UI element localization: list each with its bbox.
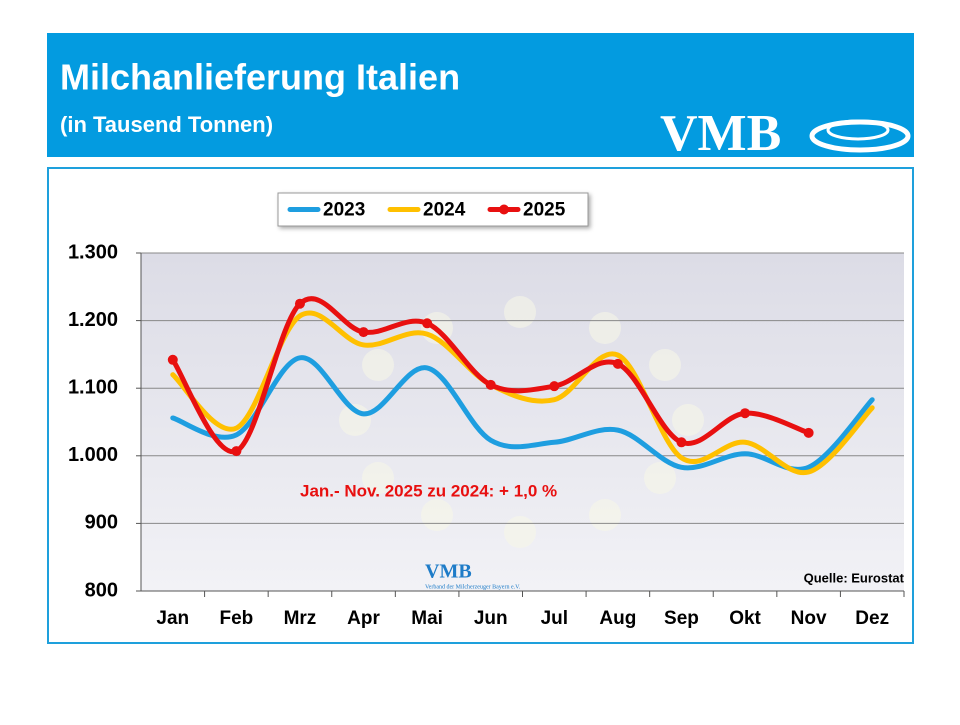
logo-swoosh [826,119,890,141]
x-tick-label: Mrz [284,608,317,629]
chart-subtitle: (in Tausend Tonnen) [60,112,273,137]
chart-title: Milchanlieferung Italien [60,57,460,98]
x-tick-label: Mai [411,608,443,629]
series-line [170,355,875,472]
series-marker [358,327,369,338]
x-tick-label: Apr [347,608,380,629]
series-line [170,296,812,455]
y-tick-label: 900 [85,512,118,534]
series-marker [422,318,433,329]
legend-label: 2025 [523,200,566,221]
y-tick-label: 1.300 [68,241,118,263]
x-tick-label: Nov [791,608,827,629]
x-tick-label: Sep [664,608,699,629]
x-tick-label: Jun [474,608,508,629]
annotation: Jan.- Nov. 2025 zu 2024: + 1,0 % [300,481,557,500]
x-tick-label: Jul [541,608,568,629]
legend-marker [499,204,509,215]
y-tick-label: 800 [85,579,118,601]
y-tick-label: 1.100 [68,376,118,398]
small-logo-caption: Verband der Milcherzeuger Bayern e.V. [425,584,521,590]
x-tick-label: Dez [855,608,889,629]
series-marker [803,427,814,438]
legend-box [277,192,589,227]
x-tick-label: Aug [599,608,636,629]
series-marker [167,354,178,365]
series-marker [231,446,242,457]
series-marker [294,298,305,309]
y-tick-label: 1.000 [68,444,118,466]
y-tick-label: 1.200 [68,309,118,331]
x-tick-label: Okt [729,608,761,629]
series-marker [549,381,560,392]
legend-label: 2023 [323,200,365,221]
x-tick-label: Feb [219,608,253,629]
x-tick-label: Jan [156,608,189,629]
small-logo: VMB [425,561,472,583]
series-marker [612,358,623,369]
source: Quelle: Eurostat [804,570,905,585]
legend-label: 2024 [423,200,466,221]
series-marker [485,379,496,390]
header-band [47,33,914,157]
series-marker [676,437,687,448]
series-marker [740,408,751,419]
logo: VMB [660,105,781,162]
